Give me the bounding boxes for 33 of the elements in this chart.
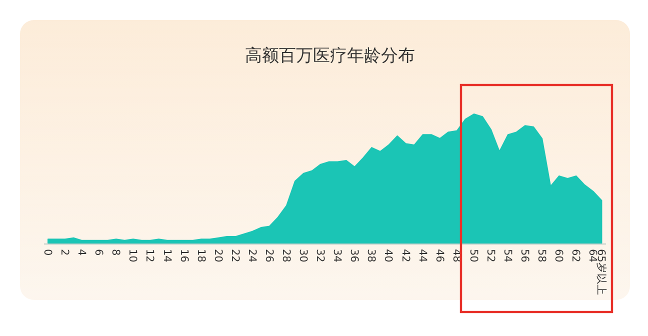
x-tick-label: 34 xyxy=(331,249,344,263)
x-tick-label: 2 xyxy=(58,249,71,256)
x-tick-label: 52 xyxy=(484,249,496,262)
x-tick-label: 26 xyxy=(262,249,275,263)
x-tick-label: 60 xyxy=(552,249,565,262)
x-tick-label: 10 xyxy=(126,249,139,262)
x-tick-label: 38 xyxy=(365,249,378,262)
x-tick-label: 20 xyxy=(212,249,224,262)
x-tick-label: 18 xyxy=(194,249,207,262)
x-tick-label: 54 xyxy=(501,249,514,263)
chart-title: 高额百万医疗年龄分布 xyxy=(245,46,415,66)
x-tick-label: 40 xyxy=(382,249,394,262)
x-tick-label: 50 xyxy=(467,249,480,262)
x-tick-label: 16 xyxy=(178,249,190,263)
x-tick-label: 12 xyxy=(144,249,156,262)
x-tick-label: 0 xyxy=(42,249,54,256)
x-tick-label: 28 xyxy=(280,249,292,262)
x-tick-label: 8 xyxy=(110,249,122,256)
x-tick-label: 24 xyxy=(246,249,258,263)
x-tick-label: 14 xyxy=(160,249,173,263)
x-tick-label: 62 xyxy=(570,249,582,262)
x-tick-label: 32 xyxy=(314,249,326,262)
x-tick-label: 36 xyxy=(348,249,360,263)
x-tick-label: 4 xyxy=(76,249,88,256)
x-tick-label: 30 xyxy=(297,249,310,262)
x-tick-label: 42 xyxy=(399,249,412,262)
x-tick-label: 44 xyxy=(416,249,428,263)
x-tick-label: 22 xyxy=(228,249,241,262)
x-tick-label: 6 xyxy=(92,249,105,256)
x-tick-label: 56 xyxy=(518,249,531,263)
x-tick-label: 64 xyxy=(586,249,599,263)
x-tick-label: 58 xyxy=(536,249,548,262)
x-tick-label: 46 xyxy=(433,249,446,263)
